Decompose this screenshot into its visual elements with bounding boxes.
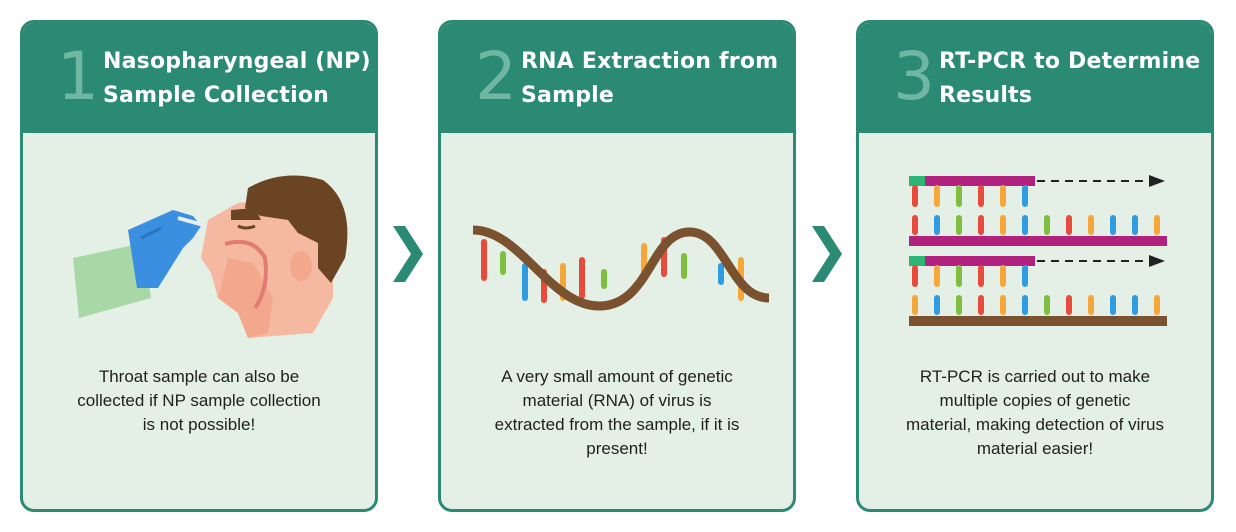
step-title-line: Nasopharyngeal (NP) [103,49,371,74]
pcr-copies-illustration [909,175,1167,326]
description-line: material easier! [976,439,1094,458]
step-title: RT-PCR to Determine Results [939,45,1209,113]
step-description: A very small amount of genetic material … [465,365,769,461]
chevron-right-icon [393,226,423,282]
step-title: RNA Extraction from Sample [521,45,791,113]
step-card-1: 1 Nasopharyngeal (NP) Sample Collection … [20,20,378,512]
description-line: multiple copies of genetic [939,391,1131,410]
step-card-3: 3 RT-PCR to Determine Results [856,20,1214,512]
chevron-right-icon [812,226,842,282]
step-number: 1 [57,38,99,115]
step-description: RT-PCR is carried out to make multiple c… [883,365,1187,461]
step-card-2: 2 RNA Extraction from Sample A very smal… [438,20,796,512]
step-header: 3 RT-PCR to Determine Results [859,23,1211,133]
description-line: RT-PCR is carried out to make [919,367,1151,386]
step-title-line: Sample [521,83,615,108]
description-line: collected if NP sample collection [77,391,321,410]
step-number: 2 [475,38,517,115]
description-line: material, making detection of virus [906,415,1164,434]
description-line: material (RNA) of virus is [522,391,712,410]
step-title: Nasopharyngeal (NP) Sample Collection [103,45,373,113]
step-title-line: RT-PCR to Determine [939,49,1201,74]
description-line: A very small amount of genetic [501,367,733,386]
description-line: present! [586,439,648,458]
step-number: 3 [893,38,935,115]
description-line: is not possible! [142,415,256,434]
step-header: 2 RNA Extraction from Sample [441,23,793,133]
step-title-line: RNA Extraction from [521,49,779,74]
step-title-line: Results [939,83,1033,108]
description-line: Throat sample can also be [98,367,300,386]
step-title-line: Sample Collection [103,83,330,108]
description-line: extracted from the sample, if it is [494,415,740,434]
step-description: Throat sample can also be collected if N… [47,365,351,437]
step-header: 1 Nasopharyngeal (NP) Sample Collection [23,23,375,133]
nasal-swab-illustration [73,175,348,338]
rna-strand-illustration [472,225,770,311]
